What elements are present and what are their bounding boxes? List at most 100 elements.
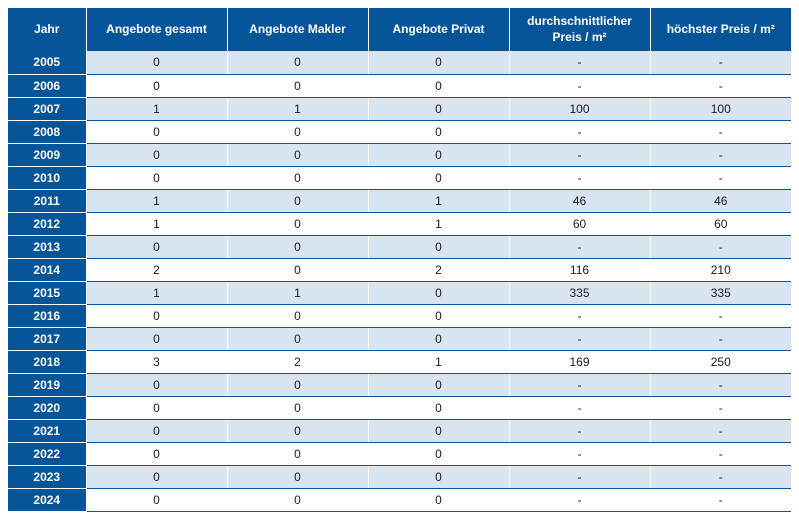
cell-makler: 0 <box>227 304 368 327</box>
cell-privat: 0 <box>368 143 509 166</box>
cell-privat: 0 <box>368 327 509 350</box>
cell-avg-price: - <box>509 143 650 166</box>
cell-avg-price: - <box>509 373 650 396</box>
cell-year: 2008 <box>8 120 86 143</box>
cell-avg-price: - <box>509 74 650 97</box>
table-row: 2023000-- <box>8 465 791 488</box>
cell-gesamt: 0 <box>86 465 227 488</box>
cell-privat: 0 <box>368 419 509 442</box>
table-row: 2022000-- <box>8 442 791 465</box>
cell-avg-price: - <box>509 327 650 350</box>
table-row: 2024000-- <box>8 488 791 511</box>
cell-gesamt: 0 <box>86 396 227 419</box>
cell-makler: 2 <box>227 350 368 373</box>
cell-max-price: - <box>650 143 791 166</box>
cell-makler: 0 <box>227 419 368 442</box>
cell-avg-price: 100 <box>509 97 650 120</box>
col-header-year: Jahr <box>8 8 86 51</box>
cell-year: 2021 <box>8 419 86 442</box>
cell-max-price: 100 <box>650 97 791 120</box>
cell-max-price: - <box>650 373 791 396</box>
cell-year: 2014 <box>8 258 86 281</box>
cell-year: 2020 <box>8 396 86 419</box>
cell-avg-price: 169 <box>509 350 650 373</box>
cell-gesamt: 0 <box>86 166 227 189</box>
cell-gesamt: 0 <box>86 235 227 258</box>
table-row: 2021000-- <box>8 419 791 442</box>
cell-year: 2011 <box>8 189 86 212</box>
table-row: 2017000-- <box>8 327 791 350</box>
cell-makler: 1 <box>227 97 368 120</box>
cell-year: 2007 <box>8 97 86 120</box>
cell-privat: 0 <box>368 97 509 120</box>
cell-makler: 0 <box>227 51 368 74</box>
cell-max-price: - <box>650 120 791 143</box>
table-row: 2014202116210 <box>8 258 791 281</box>
cell-privat: 0 <box>368 396 509 419</box>
cell-gesamt: 0 <box>86 327 227 350</box>
data-table: Jahr Angebote gesamt Angebote Makler Ang… <box>8 8 791 512</box>
cell-avg-price: - <box>509 419 650 442</box>
col-header-privat: Angebote Privat <box>368 8 509 51</box>
table-row: 2007110100100 <box>8 97 791 120</box>
cell-max-price: - <box>650 488 791 511</box>
cell-gesamt: 1 <box>86 212 227 235</box>
cell-privat: 2 <box>368 258 509 281</box>
cell-avg-price: - <box>509 488 650 511</box>
cell-avg-price: - <box>509 442 650 465</box>
cell-year: 2019 <box>8 373 86 396</box>
cell-avg-price: 335 <box>509 281 650 304</box>
cell-gesamt: 0 <box>86 442 227 465</box>
cell-gesamt: 1 <box>86 189 227 212</box>
cell-year: 2017 <box>8 327 86 350</box>
cell-gesamt: 0 <box>86 488 227 511</box>
cell-year: 2023 <box>8 465 86 488</box>
cell-makler: 0 <box>227 235 368 258</box>
cell-max-price: 60 <box>650 212 791 235</box>
cell-gesamt: 0 <box>86 143 227 166</box>
cell-makler: 0 <box>227 189 368 212</box>
cell-max-price: 210 <box>650 258 791 281</box>
cell-makler: 0 <box>227 373 368 396</box>
cell-max-price: - <box>650 465 791 488</box>
cell-year: 2016 <box>8 304 86 327</box>
cell-avg-price: - <box>509 396 650 419</box>
cell-max-price: - <box>650 74 791 97</box>
cell-makler: 0 <box>227 396 368 419</box>
cell-gesamt: 3 <box>86 350 227 373</box>
cell-year: 2024 <box>8 488 86 511</box>
cell-max-price: - <box>650 166 791 189</box>
cell-privat: 0 <box>368 281 509 304</box>
table-row: 2005000-- <box>8 51 791 74</box>
cell-avg-price: - <box>509 235 650 258</box>
cell-avg-price: - <box>509 465 650 488</box>
cell-gesamt: 0 <box>86 74 227 97</box>
cell-makler: 0 <box>227 212 368 235</box>
cell-makler: 0 <box>227 166 368 189</box>
cell-max-price: - <box>650 235 791 258</box>
cell-max-price: 250 <box>650 350 791 373</box>
cell-year: 2018 <box>8 350 86 373</box>
cell-max-price: - <box>650 51 791 74</box>
cell-avg-price: - <box>509 304 650 327</box>
table-row: 2009000-- <box>8 143 791 166</box>
table-row: 2013000-- <box>8 235 791 258</box>
cell-makler: 0 <box>227 442 368 465</box>
cell-makler: 0 <box>227 120 368 143</box>
cell-privat: 0 <box>368 373 509 396</box>
cell-year: 2005 <box>8 51 86 74</box>
cell-year: 2015 <box>8 281 86 304</box>
cell-privat: 0 <box>368 166 509 189</box>
cell-makler: 0 <box>227 327 368 350</box>
cell-gesamt: 2 <box>86 258 227 281</box>
cell-privat: 0 <box>368 304 509 327</box>
table-row: 2015110335335 <box>8 281 791 304</box>
cell-privat: 0 <box>368 235 509 258</box>
cell-avg-price: - <box>509 166 650 189</box>
cell-avg-price: - <box>509 120 650 143</box>
cell-avg-price: 116 <box>509 258 650 281</box>
cell-privat: 0 <box>368 442 509 465</box>
cell-makler: 0 <box>227 465 368 488</box>
cell-year: 2010 <box>8 166 86 189</box>
cell-max-price: - <box>650 419 791 442</box>
